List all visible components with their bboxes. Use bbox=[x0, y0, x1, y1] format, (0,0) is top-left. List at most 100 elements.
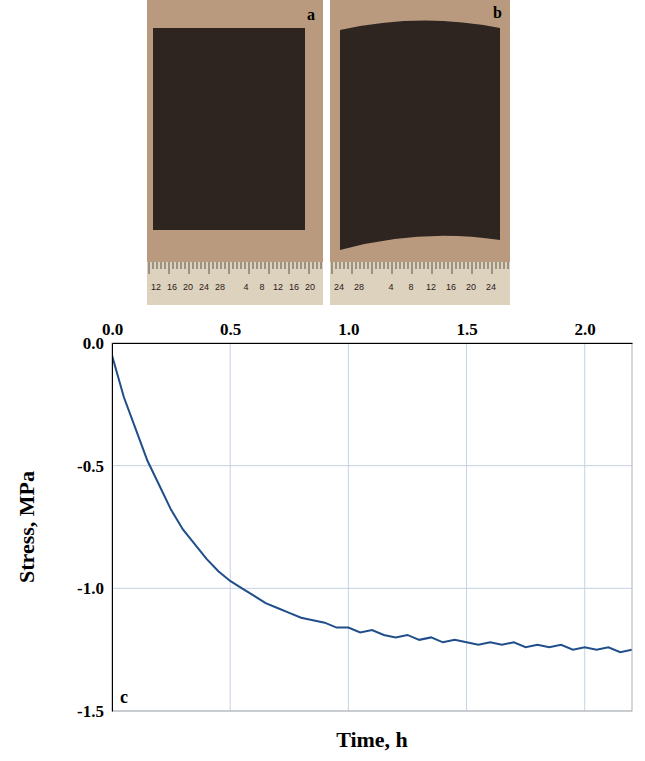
grid-line bbox=[112, 465, 632, 466]
ruler-tick bbox=[253, 262, 254, 269]
y-axis: 0.0 -0.5 -1.0 -1.5 bbox=[77, 334, 112, 721]
ruler-label: 28 bbox=[215, 282, 225, 292]
y-tick-label: -1.0 bbox=[77, 579, 104, 598]
grid-line bbox=[466, 343, 467, 711]
ruler-label: 16 bbox=[446, 282, 456, 292]
ruler-tick bbox=[245, 262, 246, 269]
ruler-tick bbox=[161, 262, 162, 269]
ruler-tick bbox=[404, 262, 405, 269]
x-tick-label: 1.5 bbox=[456, 320, 477, 339]
plot-frame bbox=[112, 343, 632, 711]
y-axis-line bbox=[112, 344, 113, 712]
photo-background bbox=[330, 0, 510, 305]
ruler-tick bbox=[173, 262, 174, 269]
y-tick: -1.5 bbox=[77, 702, 112, 721]
ruler-tick bbox=[265, 262, 266, 269]
grid-line bbox=[584, 343, 585, 711]
ruler-tick bbox=[368, 262, 369, 269]
panel-letter: c bbox=[120, 687, 128, 707]
ruler-tick bbox=[504, 262, 505, 269]
ruler-tick bbox=[237, 262, 238, 269]
ruler-tick bbox=[305, 262, 306, 269]
ruler-label: 24 bbox=[334, 282, 344, 292]
ruler-tick bbox=[500, 262, 501, 269]
panel-letter: b bbox=[493, 4, 502, 21]
data-line bbox=[112, 355, 632, 652]
ruler-label: 16 bbox=[167, 282, 177, 292]
y-tick: 0.0 bbox=[83, 334, 112, 353]
ruler-tick bbox=[313, 262, 314, 269]
ruler-tick bbox=[412, 262, 413, 274]
ruler-tick bbox=[277, 262, 278, 269]
ruler-tick bbox=[340, 262, 341, 269]
ruler-tick bbox=[476, 262, 477, 269]
ruler-tick bbox=[261, 262, 262, 269]
ruler-tick bbox=[169, 262, 170, 274]
ruler-tick bbox=[221, 262, 222, 269]
ruler-tick bbox=[153, 262, 154, 269]
ruler-tick bbox=[285, 262, 286, 269]
x-tick: 1.5 bbox=[456, 320, 477, 343]
ruler-tick bbox=[205, 262, 206, 269]
ruler-tick bbox=[464, 262, 465, 269]
ruler-label: 8 bbox=[259, 282, 264, 292]
ruler-tick bbox=[436, 262, 437, 269]
ruler-tick bbox=[396, 262, 397, 269]
ruler-tick bbox=[301, 262, 302, 269]
ruler-tick bbox=[468, 262, 469, 269]
ruler-tick bbox=[428, 262, 429, 269]
ruler-label: 24 bbox=[199, 282, 209, 292]
ruler-tick bbox=[297, 262, 298, 269]
ruler-tick bbox=[408, 262, 409, 269]
ruler-tick bbox=[336, 262, 337, 269]
ruler-label: 20 bbox=[305, 282, 315, 292]
ruler-label: 16 bbox=[289, 282, 299, 292]
ruler-tick bbox=[424, 262, 425, 269]
y-tick: -0.5 bbox=[77, 457, 112, 476]
y-axis-title: Stress, MPa bbox=[14, 471, 39, 583]
ruler-tick bbox=[376, 262, 377, 269]
ruler-tick bbox=[157, 262, 158, 269]
ruler-label: 20 bbox=[183, 282, 193, 292]
grid-line bbox=[112, 588, 632, 589]
ruler-tick bbox=[177, 262, 178, 269]
x-axis-line bbox=[113, 343, 633, 344]
panel-letter: a bbox=[307, 6, 315, 23]
ruler-tick bbox=[185, 262, 186, 269]
grid-line bbox=[348, 343, 349, 711]
grid bbox=[112, 343, 632, 711]
ruler-tick bbox=[392, 262, 393, 274]
ruler-tick bbox=[372, 262, 373, 274]
marks bbox=[112, 355, 632, 652]
x-tick: 0.0 bbox=[102, 320, 123, 343]
ruler-tick bbox=[213, 262, 214, 269]
ruler-tick bbox=[197, 262, 198, 269]
sample bbox=[340, 20, 500, 250]
x-tick: 1.0 bbox=[338, 320, 359, 343]
ruler-tick bbox=[217, 262, 218, 269]
ruler-tick bbox=[488, 262, 489, 269]
ruler-tick bbox=[281, 262, 282, 269]
ruler-tick bbox=[233, 262, 234, 269]
x-tick-label: 2.0 bbox=[575, 320, 596, 339]
ruler-label: 12 bbox=[151, 282, 161, 292]
ruler-tick bbox=[480, 262, 481, 269]
ruler-tick bbox=[364, 262, 365, 269]
ruler-tick bbox=[444, 262, 445, 269]
ruler-label: 24 bbox=[486, 282, 496, 292]
ruler-tick bbox=[189, 262, 190, 274]
ruler-tick bbox=[321, 262, 322, 269]
y-tick-label: -0.5 bbox=[77, 457, 104, 476]
photo-panel: 24284812162024b bbox=[330, 0, 510, 305]
ruler-label: 8 bbox=[408, 282, 413, 292]
x-axis-title: Time, h bbox=[336, 727, 408, 752]
ruler-tick bbox=[460, 262, 461, 269]
ruler-tick bbox=[508, 262, 509, 269]
ruler-tick bbox=[165, 262, 166, 269]
ruler-tick bbox=[293, 262, 294, 269]
ruler-tick bbox=[484, 262, 485, 269]
ruler-tick bbox=[400, 262, 401, 269]
ruler-label: 4 bbox=[388, 282, 393, 292]
x-tick-label: 0.0 bbox=[102, 320, 123, 339]
y-tick-label: 0.0 bbox=[83, 334, 104, 353]
